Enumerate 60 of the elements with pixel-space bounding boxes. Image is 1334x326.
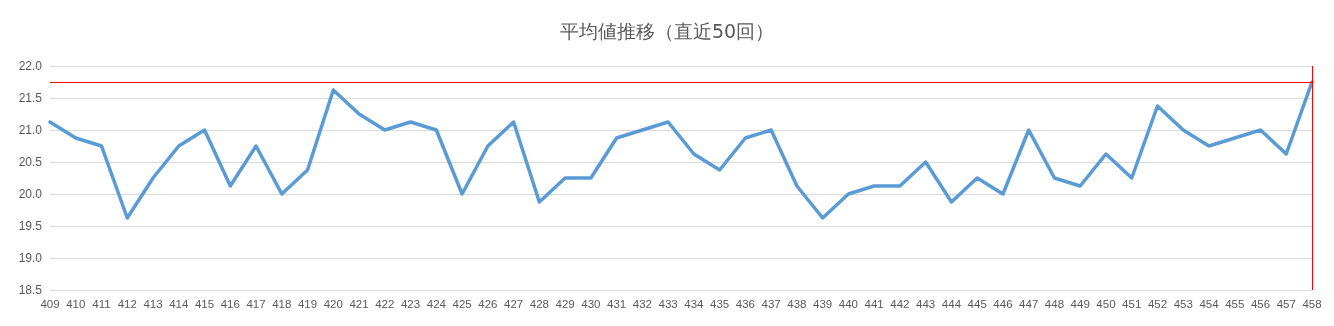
x-tick-label: 431	[607, 298, 627, 310]
x-tick-label: 420	[323, 298, 343, 310]
x-tick-label: 415	[194, 298, 215, 310]
x-tick-label: 430	[581, 298, 601, 310]
x-tick-label: 439	[813, 298, 833, 310]
x-tick-label: 424	[426, 298, 447, 310]
x-tick-label: 452	[1147, 298, 1168, 310]
x-tick-label: 444	[941, 298, 962, 310]
x-tick-label: 426	[478, 298, 498, 310]
x-tick-label: 429	[555, 298, 575, 310]
x-tick-label: 432	[632, 298, 652, 310]
x-tick-label: 457	[1276, 298, 1296, 310]
x-tick-label: 413	[143, 298, 163, 310]
x-tick-label: 443	[916, 298, 936, 310]
x-tick-label: 435	[710, 298, 730, 310]
x-tick-label: 451	[1122, 298, 1142, 310]
x-tick-label: 422	[375, 298, 395, 310]
y-tick-label: 21.5	[18, 91, 43, 105]
y-tick-label: 19.0	[18, 251, 43, 265]
x-tick-label: 416	[220, 298, 240, 310]
chart-title: 平均値推移（直近50回）	[559, 19, 775, 42]
x-tick-label: 410	[66, 298, 86, 310]
x-tick-label: 453	[1173, 298, 1193, 310]
x-tick-label: 421	[349, 298, 369, 310]
y-tick-label: 20.0	[18, 187, 43, 201]
x-tick-label: 442	[890, 298, 910, 310]
x-tick-label: 417	[246, 298, 266, 310]
x-tick-label: 438	[787, 298, 807, 310]
y-tick-label: 18.5	[18, 283, 43, 297]
x-tick-label: 423	[400, 298, 421, 310]
x-tick-label: 440	[838, 298, 858, 310]
x-tick-label: 409	[40, 298, 60, 310]
x-tick-label: 436	[735, 298, 755, 310]
x-tick-label: 456	[1250, 298, 1271, 310]
x-tick-label: 433	[658, 298, 678, 310]
x-tick-label: 449	[1070, 298, 1090, 310]
y-tick-label: 20.5	[18, 155, 43, 169]
x-tick-label: 418	[272, 298, 292, 310]
x-tick-label: 434	[684, 298, 705, 310]
x-tick-label: 450	[1096, 298, 1116, 310]
line-series	[48, 80, 1314, 220]
x-tick-label: 437	[761, 298, 781, 310]
x-tick-label: 441	[864, 298, 884, 310]
y-tick-label: 19.5	[18, 219, 43, 233]
x-tick-label: 414	[169, 298, 189, 310]
x-tick-label: 428	[529, 298, 549, 310]
y-tick-label: 22.0	[18, 59, 43, 73]
y-tick-label: 21.0	[18, 123, 43, 137]
x-tick-label: 458	[1302, 298, 1322, 310]
x-tick-label: 445	[967, 298, 987, 310]
x-tick-label: 425	[452, 298, 472, 310]
x-tick-label: 447	[1019, 298, 1039, 310]
x-tick-label: 427	[504, 298, 524, 310]
x-tick-label: 411	[92, 298, 111, 310]
x-tick-label: 455	[1225, 298, 1245, 310]
x-tick-label: 446	[993, 298, 1013, 310]
x-tick-label: 448	[1044, 298, 1065, 310]
x-tick-label: 412	[117, 298, 137, 310]
x-tick-label: 454	[1199, 298, 1220, 310]
x-tick-label: 419	[297, 298, 318, 310]
